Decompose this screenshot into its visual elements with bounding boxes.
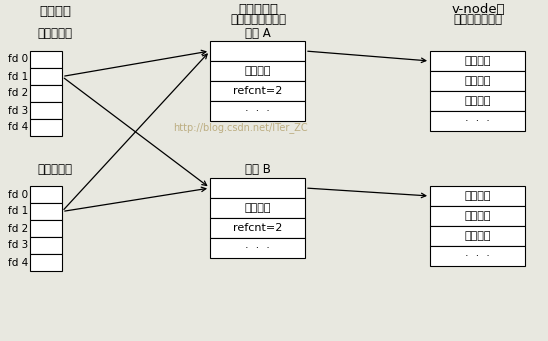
Bar: [30, 85, 62, 102]
Text: refcnt=2: refcnt=2: [233, 223, 282, 233]
Text: 文件大小: 文件大小: [464, 211, 491, 221]
Text: refcnt=2: refcnt=2: [233, 86, 282, 96]
Bar: [210, 178, 305, 198]
Text: 描述符表: 描述符表: [39, 5, 71, 18]
Text: fd 4: fd 4: [8, 257, 28, 267]
Text: 文件类型: 文件类型: [464, 96, 491, 106]
Bar: [210, 101, 305, 121]
Text: ·  ·  ·: · · ·: [245, 106, 270, 116]
Text: 文件访问: 文件访问: [464, 191, 491, 201]
Bar: [430, 226, 525, 246]
Text: ·  ·  ·: · · ·: [245, 243, 270, 253]
Bar: [210, 61, 305, 81]
Text: fd 0: fd 0: [8, 190, 28, 199]
Bar: [210, 41, 305, 61]
Text: v-node表: v-node表: [451, 3, 505, 16]
Bar: [430, 91, 525, 111]
Bar: [430, 71, 525, 91]
Text: 父进程的表: 父进程的表: [37, 27, 72, 40]
Bar: [30, 186, 62, 203]
Text: 文件位置: 文件位置: [244, 66, 271, 76]
Bar: [30, 203, 62, 220]
Text: （所有进程共享）: （所有进程共享）: [230, 13, 286, 26]
Text: ·  ·  ·: · · ·: [465, 251, 490, 261]
Bar: [30, 220, 62, 237]
Text: fd 2: fd 2: [8, 89, 28, 99]
Bar: [30, 254, 62, 271]
Bar: [30, 237, 62, 254]
Bar: [30, 102, 62, 119]
Text: fd 2: fd 2: [8, 223, 28, 234]
Text: fd 3: fd 3: [8, 240, 28, 251]
Bar: [430, 111, 525, 131]
Bar: [430, 246, 525, 266]
Text: fd 3: fd 3: [8, 105, 28, 116]
Text: 文件类型: 文件类型: [464, 231, 491, 241]
Text: 文件 A: 文件 A: [244, 27, 270, 40]
Bar: [430, 186, 525, 206]
Text: 文件访问: 文件访问: [464, 56, 491, 66]
Bar: [210, 238, 305, 258]
Text: 文件位置: 文件位置: [244, 203, 271, 213]
Text: fd 1: fd 1: [8, 72, 28, 81]
Bar: [30, 51, 62, 68]
Bar: [210, 81, 305, 101]
Text: ·  ·  ·: · · ·: [465, 116, 490, 126]
Bar: [430, 206, 525, 226]
Bar: [30, 119, 62, 136]
Bar: [210, 198, 305, 218]
Text: 文件大小: 文件大小: [464, 76, 491, 86]
Text: 子进程的表: 子进程的表: [37, 163, 72, 176]
Text: fd 4: fd 4: [8, 122, 28, 133]
Text: 文件 B: 文件 B: [244, 163, 270, 176]
Bar: [30, 68, 62, 85]
Text: （所有进程共享: （所有进程共享: [454, 13, 503, 26]
Bar: [430, 51, 525, 71]
Text: 打开文件表: 打开文件表: [238, 3, 278, 16]
Bar: [210, 218, 305, 238]
Text: fd 1: fd 1: [8, 207, 28, 217]
Text: fd 0: fd 0: [8, 55, 28, 64]
Text: http://blog.csdn.net/ITer_ZC: http://blog.csdn.net/ITer_ZC: [173, 122, 307, 133]
